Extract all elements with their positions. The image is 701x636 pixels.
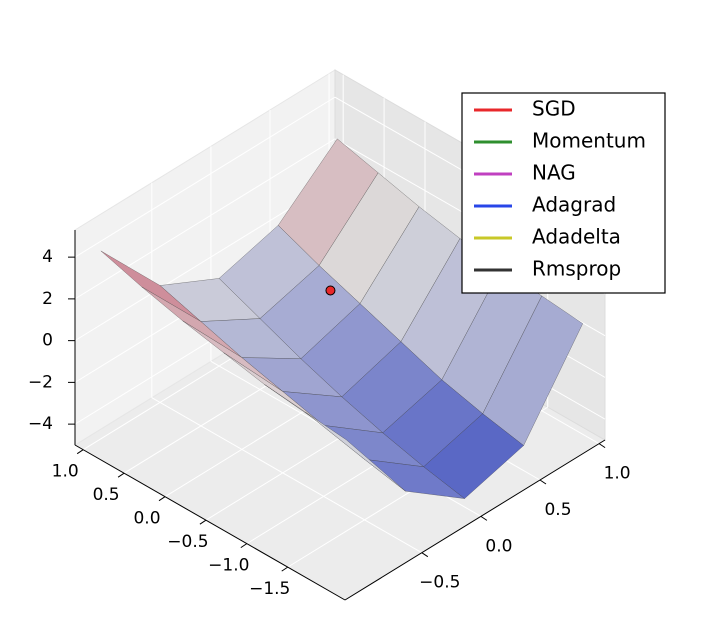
grid-line	[74, 138, 336, 300]
x-tick	[281, 566, 289, 572]
z-tick-label: 2	[42, 289, 53, 309]
x-tick	[240, 543, 248, 549]
optimizer-point	[325, 285, 336, 296]
x-tick	[117, 472, 125, 478]
legend: SGD Momentum NAG Adagrad Adadelta Rmsprop	[461, 92, 666, 294]
x-tick-label: −1.0	[208, 556, 249, 576]
x-tick-label: 0.0	[133, 509, 160, 529]
y-tick	[480, 515, 488, 521]
legend-label: NAG	[532, 161, 576, 185]
x-tick-label: 0.5	[93, 485, 120, 505]
x-tick	[199, 519, 207, 525]
y-tick	[598, 443, 606, 449]
legend-box	[461, 92, 666, 294]
y-tick-label: 0.5	[544, 500, 571, 520]
y-tick	[421, 552, 429, 558]
surface-cell	[305, 412, 406, 492]
legend-label: SGD	[532, 97, 576, 121]
axis-line	[74, 444, 346, 601]
z-tick-label: 4	[42, 247, 53, 267]
legend-label: Adadelta	[532, 225, 621, 249]
z-tick-label: 0	[42, 331, 53, 351]
legend-label: Momentum	[532, 129, 646, 153]
x-tick-label: −1.5	[249, 579, 290, 599]
x-tick	[158, 496, 166, 502]
z-tick-label: −2	[28, 372, 53, 392]
y-tick	[539, 479, 547, 485]
z-tick-label: −4	[28, 414, 53, 434]
x-tick	[76, 449, 84, 455]
legend-label: Adagrad	[532, 193, 616, 217]
x-tick-label: 1.0	[52, 462, 79, 482]
y-tick-label: 0.0	[485, 536, 512, 556]
y-tick-label: −0.5	[419, 573, 460, 593]
grid-line	[74, 96, 336, 258]
grid-line	[151, 397, 423, 554]
legend-label: Rmsprop	[532, 257, 621, 281]
x-tick-label: −0.5	[167, 532, 208, 552]
y-tick-label: 1.0	[604, 464, 631, 484]
axis-line	[344, 439, 606, 601]
